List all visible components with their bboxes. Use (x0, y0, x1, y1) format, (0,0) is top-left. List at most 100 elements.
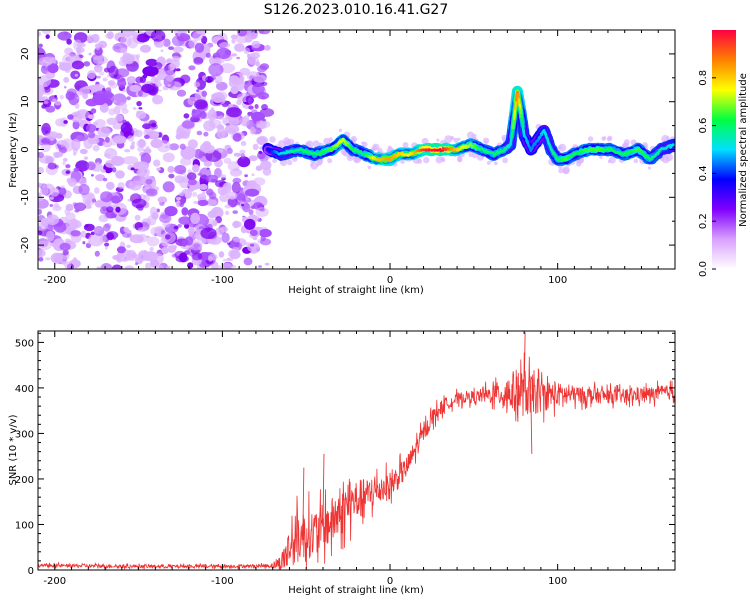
noise-blob (150, 227, 161, 236)
noise-blob (212, 209, 218, 213)
ridge-halo (361, 141, 364, 144)
noise-blob (196, 89, 199, 92)
noise-blob (105, 33, 112, 39)
noise-blob (104, 243, 109, 247)
snr-y-tick-label: 0 (28, 566, 34, 577)
snr-y-label: SNR (10 * v/v) (8, 414, 19, 485)
noise-blob (63, 77, 69, 83)
noise-blob (228, 257, 233, 261)
ridge-halo (485, 140, 488, 143)
noise-blob (135, 215, 141, 221)
noise-blob (38, 57, 53, 67)
noise-blob (255, 104, 259, 109)
noise-blob (180, 144, 186, 150)
noise-blob (136, 164, 140, 168)
noise-blob (216, 59, 225, 64)
noise-blob (197, 194, 207, 201)
snr-x-tick-label: -200 (43, 576, 66, 587)
noise-blob (106, 206, 113, 212)
ridge-segment (642, 152, 644, 155)
noise-blob (218, 148, 223, 153)
spectrogram-y-tick-label: 0 (20, 146, 31, 152)
noise-blob (197, 173, 202, 176)
noise-blob (76, 132, 88, 141)
noise-blob (260, 63, 269, 70)
noise-blob (63, 158, 68, 162)
noise-blob (107, 97, 114, 103)
noise-blob (236, 100, 242, 105)
noise-blob (106, 87, 112, 93)
ridge-halo (666, 136, 670, 140)
snr-y-tick-label: 100 (15, 520, 34, 531)
noise-blob (176, 197, 181, 200)
spectrogram-y-tick-label: 10 (20, 95, 31, 108)
noise-blob (258, 265, 262, 268)
noise-blob (208, 256, 213, 262)
noise-blob (233, 133, 242, 142)
noise-blob (43, 100, 48, 104)
noise-blob (190, 213, 200, 224)
noise-blob (112, 167, 116, 172)
noise-blob (57, 144, 60, 147)
noise-blob (115, 114, 123, 121)
noise-blob (265, 45, 270, 49)
ridge-segment (513, 119, 514, 128)
noise-blob (177, 33, 180, 36)
noise-blob (259, 229, 272, 237)
noise-blob (247, 242, 259, 252)
noise-blob (167, 166, 174, 173)
noise-blob (68, 178, 77, 187)
noise-blob (120, 48, 127, 54)
noise-blob (107, 232, 114, 240)
noise-blob (71, 230, 81, 236)
noise-blob (113, 135, 127, 144)
noise-blob (164, 70, 175, 81)
noise-blob (168, 46, 174, 50)
ridge-halo (327, 158, 332, 163)
noise-blob (252, 173, 255, 176)
noise-blob (117, 246, 126, 253)
noise-blob (151, 30, 166, 42)
noise-blob (51, 253, 63, 264)
ridge-segment (650, 159, 652, 160)
noise-blob (126, 96, 130, 100)
ridge-halo (558, 146, 562, 150)
colorbar-tick-label: 0.0 (698, 261, 709, 277)
noise-blob (244, 174, 248, 177)
ridge-segment (270, 150, 272, 151)
noise-blob (165, 234, 171, 239)
noise-blob (191, 109, 202, 118)
noise-blob (106, 182, 115, 190)
noise-blob (232, 210, 238, 214)
noise-blob (199, 184, 208, 190)
noise-blob (73, 40, 82, 52)
noise-blob (203, 153, 207, 156)
noise-blob (136, 111, 146, 119)
noise-blob (192, 164, 200, 172)
ridge-segment (515, 102, 516, 110)
noise-blob (192, 192, 197, 197)
noise-blob (241, 153, 245, 159)
noise-blob (127, 135, 134, 141)
ridge-segment (555, 156, 556, 158)
noise-blob (97, 127, 110, 138)
spectrogram-y-label: Frequency (Hz) (8, 112, 19, 188)
noise-blob (36, 249, 46, 257)
snr-y-tick-label: 400 (15, 384, 34, 395)
noise-blob (182, 239, 188, 246)
noise-blob (95, 43, 100, 48)
noise-blob (245, 81, 249, 85)
noise-blob (54, 203, 60, 207)
ridge-halo (272, 158, 277, 163)
noise-blob (253, 177, 265, 186)
noise-blob (121, 122, 133, 134)
noise-blob (245, 189, 259, 197)
ridge-segment (506, 147, 507, 148)
noise-blob (66, 170, 70, 174)
noise-blob (157, 140, 171, 152)
noise-blob (70, 218, 78, 229)
noise-blob (228, 250, 235, 258)
noise-blob (221, 233, 229, 244)
noise-blob (129, 180, 142, 190)
